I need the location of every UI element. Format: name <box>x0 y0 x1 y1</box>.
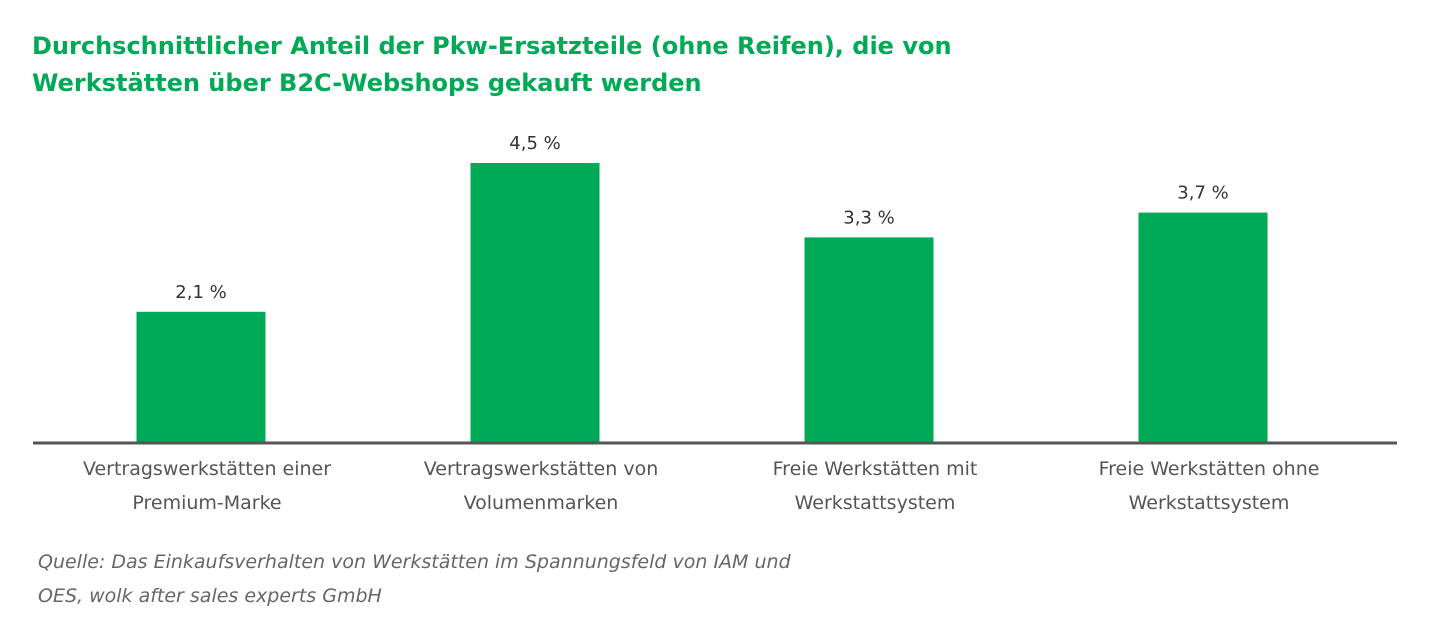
bar-value-label-1: 2,1 % <box>175 282 226 303</box>
source-line-1: Quelle: Das Einkaufsverhalten von Werkst… <box>38 551 791 573</box>
chart-title-line-1: Durchschnittlicher Anteil der Pkw-Ersatz… <box>32 32 952 60</box>
bar-1 <box>136 311 266 442</box>
bar-value-label-3: 3,3 % <box>843 207 894 228</box>
category-label-1-line-1: Vertragswerkstätten einer <box>83 458 331 480</box>
category-label-2-line-2: Volumenmarken <box>464 492 619 514</box>
category-label-4-line-2: Werkstattsystem <box>1129 492 1290 514</box>
source-line-2: OES, wolk after sales experts GmbH <box>38 585 382 607</box>
category-label-3-line-1: Freie Werkstätten mit <box>773 458 978 480</box>
category-labels-group: Vertragswerkstätten einer Premium-Marke Ve… <box>83 458 1319 514</box>
bar-2 <box>470 163 600 442</box>
chart-title-line-2: Werkstätten über B2C-Webshops gekauft we… <box>32 69 702 97</box>
category-label-1-line-2: Premium-Marke <box>132 492 281 514</box>
bar-3 <box>804 237 934 442</box>
bar-value-label-2: 4,5 % <box>509 133 560 154</box>
source-note: Quelle: Das Einkaufsverhalten von Werkst… <box>38 545 938 613</box>
value-labels-group: 2,1 % 4,5 % 3,3 % 3,7 % <box>175 133 1228 303</box>
category-label-4-line-1: Freie Werkstätten ohne <box>1099 458 1320 480</box>
bar-value-label-4: 3,7 % <box>1177 183 1228 204</box>
bar-4 <box>1138 212 1268 442</box>
bars-group <box>136 163 1268 442</box>
category-label-2-line-1: Vertragswerkstätten von <box>424 458 659 480</box>
category-label-3-line-2: Werkstattsystem <box>795 492 956 514</box>
chart-title: Durchschnittlicher Anteil der Pkw-Ersatz… <box>32 28 1132 102</box>
